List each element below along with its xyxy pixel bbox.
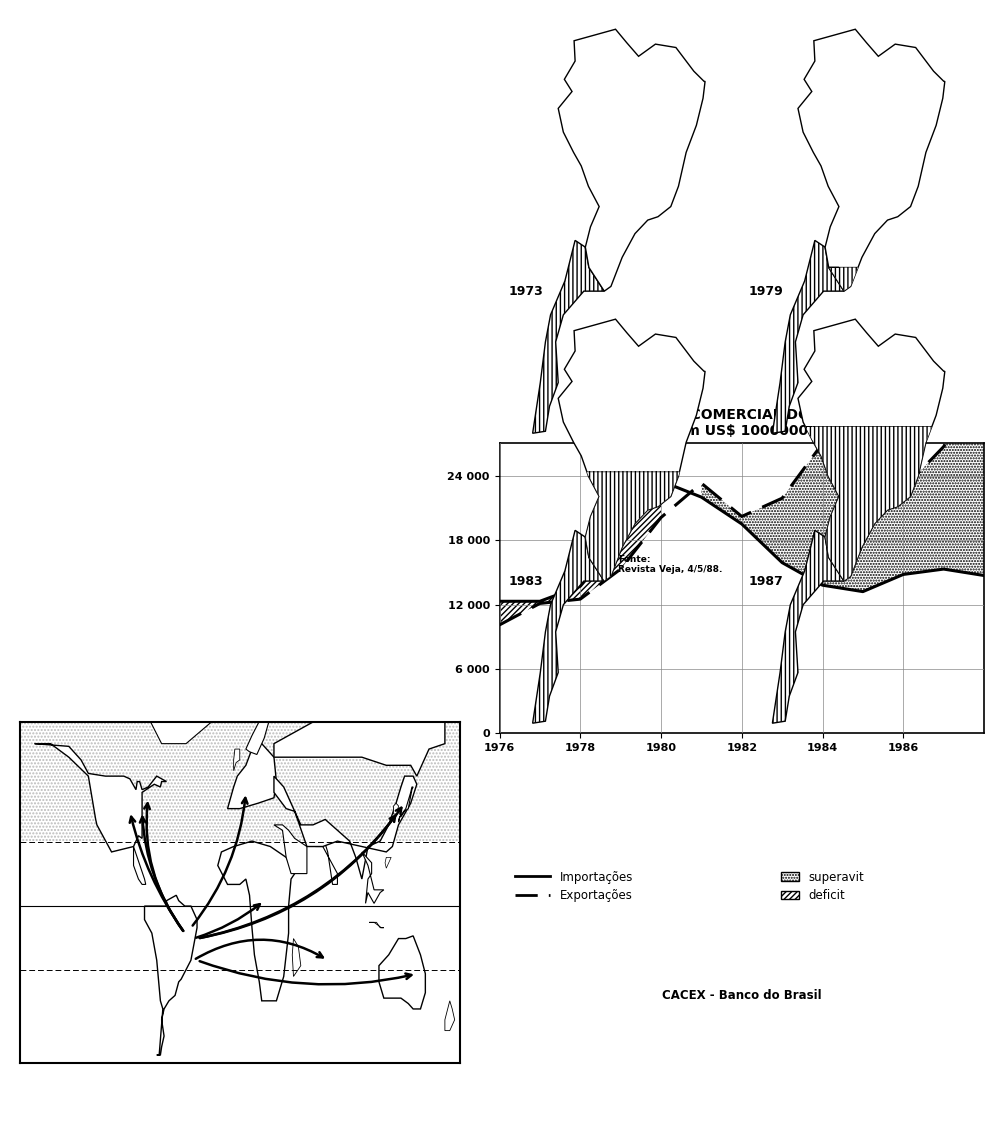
Text: CACEX - Banco do Brasil: CACEX - Banco do Brasil: [662, 988, 821, 1002]
Title: BALANÇA COMERCIAL DO BRASIL
em US$ 1000000: BALANÇA COMERCIAL DO BRASIL em US$ 10000…: [612, 408, 871, 438]
Polygon shape: [385, 857, 392, 869]
Polygon shape: [772, 240, 844, 433]
Polygon shape: [532, 530, 604, 723]
Polygon shape: [274, 824, 307, 873]
Text: Fonte:
Revista Veja, 4/5/88.: Fonte: Revista Veja, 4/5/88.: [617, 555, 722, 574]
Polygon shape: [772, 530, 844, 723]
Polygon shape: [379, 936, 426, 1009]
Polygon shape: [274, 777, 417, 879]
Polygon shape: [145, 895, 197, 1055]
Polygon shape: [274, 722, 445, 777]
Polygon shape: [35, 744, 167, 852]
Polygon shape: [558, 319, 705, 581]
Polygon shape: [316, 836, 338, 885]
Polygon shape: [798, 30, 945, 291]
Polygon shape: [134, 847, 146, 885]
Polygon shape: [293, 938, 301, 977]
Polygon shape: [246, 716, 271, 755]
Polygon shape: [394, 803, 399, 814]
Polygon shape: [218, 841, 295, 1001]
Text: 1983: 1983: [508, 575, 543, 589]
Polygon shape: [532, 240, 604, 433]
Polygon shape: [798, 319, 945, 581]
Polygon shape: [558, 30, 705, 291]
Text: 1979: 1979: [748, 285, 783, 299]
Legend: superavit, deficit: superavit, deficit: [777, 866, 869, 907]
Polygon shape: [399, 787, 414, 822]
Polygon shape: [362, 852, 384, 904]
Polygon shape: [798, 426, 945, 581]
Polygon shape: [370, 922, 384, 928]
Polygon shape: [445, 1001, 455, 1030]
Polygon shape: [558, 472, 705, 581]
Polygon shape: [151, 679, 218, 744]
Polygon shape: [798, 267, 945, 291]
Text: 1987: 1987: [748, 575, 783, 589]
Polygon shape: [228, 744, 277, 808]
Text: 1973: 1973: [508, 285, 543, 299]
Polygon shape: [234, 749, 240, 771]
